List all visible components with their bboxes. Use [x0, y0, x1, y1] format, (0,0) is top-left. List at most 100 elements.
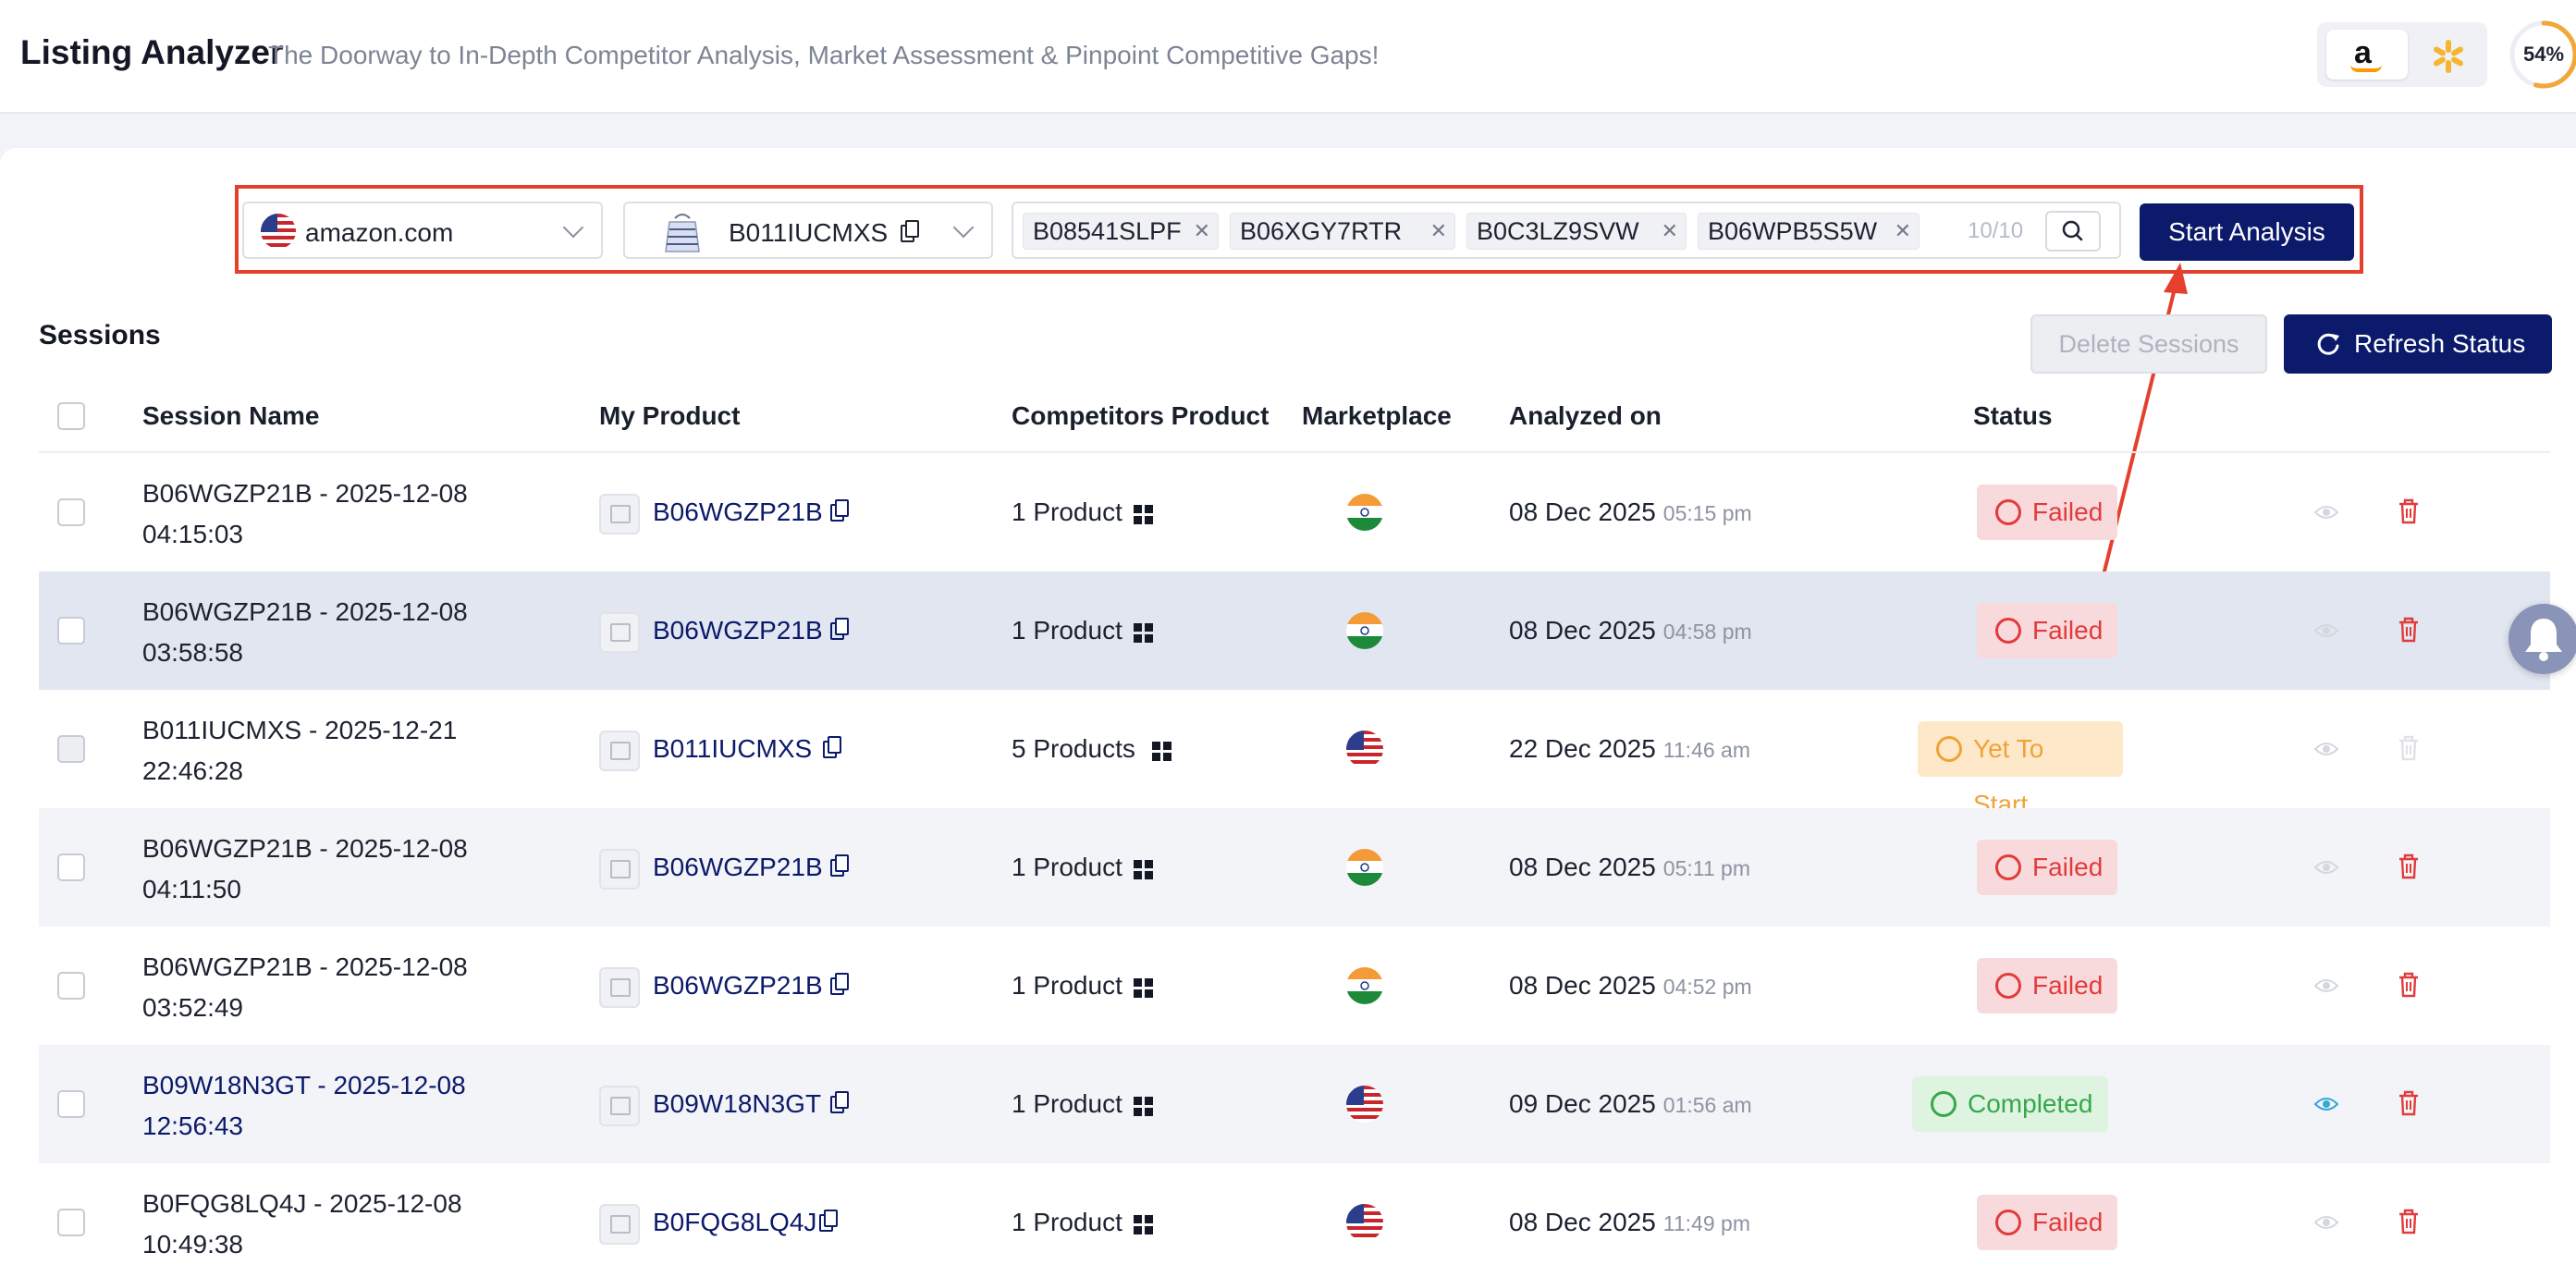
row-checkbox[interactable]	[57, 1090, 85, 1118]
trash-icon[interactable]	[2397, 616, 2421, 644]
trash-icon[interactable]	[2397, 853, 2421, 880]
walmart-logo[interactable]	[2417, 30, 2478, 80]
row-checkbox[interactable]	[57, 1209, 85, 1236]
sessions-title: Sessions	[39, 320, 161, 350]
eye-icon[interactable]	[2313, 858, 2339, 877]
close-icon[interactable]: ✕	[1894, 219, 1911, 242]
trash-icon[interactable]	[2397, 1208, 2421, 1235]
delete-sessions-button[interactable]: Delete Sessions	[2030, 314, 2267, 374]
status-icon	[1995, 854, 2021, 880]
copy-icon[interactable]	[817, 1210, 838, 1234]
eye-icon[interactable]	[2313, 976, 2339, 995]
search-highlight-box	[235, 185, 2363, 274]
analyzed-date: 08 Dec 2025 04:58 pm	[1509, 616, 1752, 645]
row-checkbox[interactable]	[57, 617, 85, 645]
row-checkbox[interactable]	[57, 735, 85, 763]
row-checkbox[interactable]	[57, 972, 85, 1000]
table-row[interactable]: B011IUCMXS - 2025-12-21 22:46:28 B011IUCMX…	[39, 690, 2550, 818]
select-all-checkbox[interactable]	[57, 402, 85, 430]
usage-percent: 54%	[2522, 43, 2565, 66]
amazon-logo[interactable]: a	[2326, 30, 2408, 80]
product-thumbnail	[599, 612, 640, 653]
eye-icon[interactable]	[2313, 503, 2339, 522]
india-flag-icon	[1346, 849, 1383, 886]
table-row[interactable]: B06WGZP21B - 2025-12-08 04:11:50 B06WGZP21…	[39, 808, 2550, 927]
table-row[interactable]: B06WGZP21B - 2025-12-08 03:52:49 B06WGZP21…	[39, 927, 2550, 1045]
status-icon	[1995, 973, 2021, 999]
my-asin-value: B011IUCMXS	[729, 218, 889, 247]
trash-icon[interactable]	[2397, 971, 2421, 999]
eye-icon[interactable]	[2313, 621, 2339, 640]
table-row[interactable]: B06WGZP21B - 2025-12-08 04:15:03 B06WGZP21…	[39, 453, 2550, 571]
table-row[interactable]: B09W18N3GT - 2025-12-08 12:56:43 B09W18N3G…	[39, 1045, 2550, 1163]
product-asin-link[interactable]: B06WGZP21B	[653, 497, 823, 526]
product-asin-link[interactable]: B06WGZP21B	[653, 616, 823, 645]
copy-icon[interactable]	[821, 736, 841, 760]
competitor-tag: B06XGY7RTR ✕	[1230, 213, 1455, 250]
status-badge: Failed	[1977, 958, 2117, 1013]
row-checkbox[interactable]	[57, 854, 85, 881]
copy-icon[interactable]	[828, 618, 849, 642]
marketplace-value: amazon.com	[305, 218, 454, 247]
copy-icon[interactable]	[899, 220, 919, 244]
usa-flag-icon	[1346, 731, 1383, 768]
table-row[interactable]: B0FQG8LQ4J - 2025-12-08 10:49:38 B0FQG8LQ4…	[39, 1163, 2550, 1265]
product-asin-link[interactable]: B06WGZP21B	[653, 853, 823, 881]
row-checkbox[interactable]	[57, 498, 85, 526]
session-name[interactable]: B09W18N3GT - 2025-12-08 12:56:43	[142, 1071, 466, 1140]
usa-flag-icon	[1346, 1086, 1383, 1123]
table-row[interactable]: B06WGZP21B - 2025-12-08 03:58:58 B06WGZP21…	[39, 571, 2550, 690]
product-asin-link[interactable]: B0FQG8LQ4J	[653, 1208, 817, 1236]
competitor-count: 1 Product	[1012, 971, 1153, 1001]
page-subtitle: The Doorway to In-Depth Competitor Analy…	[268, 41, 1380, 69]
product-asin-link[interactable]: B06WGZP21B	[653, 971, 823, 1000]
grid-icon[interactable]	[1134, 505, 1154, 525]
session-name: B0FQG8LQ4J - 2025-12-08 10:49:38	[142, 1189, 462, 1259]
trash-icon[interactable]	[2397, 497, 2421, 525]
refresh-status-button[interactable]: Refresh Status	[2284, 314, 2552, 374]
col-competitors: Competitors Product	[1012, 401, 1270, 430]
copy-icon[interactable]	[828, 854, 849, 878]
product-asin-link[interactable]: B011IUCMXS	[653, 734, 813, 763]
copy-icon[interactable]	[828, 1091, 849, 1115]
analyzed-date: 08 Dec 2025 05:11 pm	[1509, 853, 1750, 881]
session-name: B011IUCMXS - 2025-12-21 22:46:28	[142, 716, 458, 785]
product-thumbnail	[599, 1204, 640, 1245]
col-status: Status	[1973, 401, 2053, 430]
page-title: Listing Analyzer	[20, 33, 284, 71]
close-icon[interactable]: ✕	[1429, 219, 1447, 242]
grid-icon[interactable]	[1152, 742, 1172, 762]
usa-flag-icon	[1346, 1204, 1383, 1241]
search-icon[interactable]	[2045, 211, 2101, 252]
competitor-asin-input[interactable]: B08541SLPF ✕ B06XGY7RTR ✕ B0C3LZ9SVW ✕ B06W…	[1012, 202, 2121, 259]
my-product-select[interactable]: B011IUCMXS	[623, 202, 993, 259]
bell-icon[interactable]	[2509, 604, 2576, 674]
eye-icon[interactable]	[2313, 1095, 2339, 1113]
product-asin-link[interactable]: B09W18N3GT	[653, 1089, 822, 1118]
close-icon[interactable]: ✕	[1661, 219, 1678, 242]
eye-icon[interactable]	[2313, 1213, 2339, 1232]
table-header: Session Name My Product Competitors Prod…	[39, 379, 2550, 453]
col-analyzed-on: Analyzed on	[1509, 401, 1662, 430]
product-thumbnail	[662, 211, 703, 253]
copy-icon[interactable]	[828, 973, 849, 997]
marketplace-select[interactable]: amazon.com	[242, 202, 603, 259]
trash-icon[interactable]	[2397, 1089, 2421, 1117]
india-flag-icon	[1346, 967, 1383, 1004]
trash-icon[interactable]	[2397, 734, 2421, 762]
grid-icon[interactable]	[1134, 978, 1154, 999]
status-icon	[1995, 1210, 2021, 1235]
status-icon	[1995, 618, 2021, 644]
competitor-tag: B0C3LZ9SVW ✕	[1466, 213, 1687, 250]
status-icon	[1931, 1091, 1957, 1117]
start-analysis-button[interactable]: Start Analysis	[2140, 203, 2354, 261]
grid-icon[interactable]	[1134, 1215, 1154, 1235]
eye-icon[interactable]	[2313, 740, 2339, 758]
grid-icon[interactable]	[1134, 1097, 1154, 1117]
grid-icon[interactable]	[1134, 623, 1154, 644]
close-icon[interactable]: ✕	[1193, 219, 1210, 242]
chevron-down-icon	[952, 216, 975, 239]
grid-icon[interactable]	[1134, 860, 1154, 880]
marketplace-switcher: a	[2317, 22, 2487, 87]
copy-icon[interactable]	[828, 499, 849, 523]
